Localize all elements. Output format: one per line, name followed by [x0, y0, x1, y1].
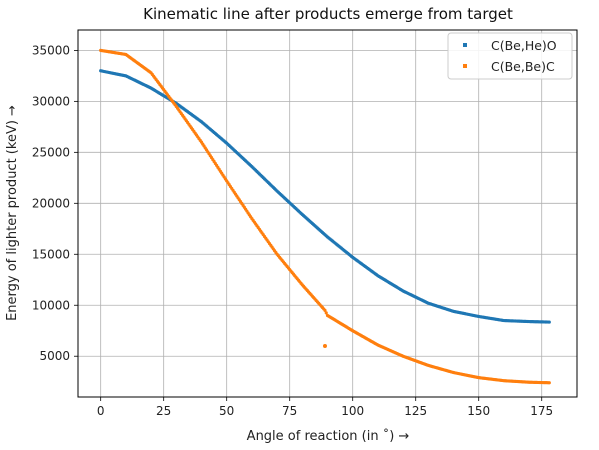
y-tick-label: 35000 [32, 43, 70, 57]
x-tick-label: 100 [341, 404, 364, 418]
legend: C(Be,He)O C(Be,Be)C [447, 32, 573, 80]
legend-marker-series-0 [463, 43, 467, 47]
series-0-points [99, 69, 551, 324]
y-tick-label: 5000 [39, 349, 70, 363]
y-tick-label: 30000 [32, 94, 70, 108]
data-series [99, 48, 551, 385]
data-point [324, 311, 328, 315]
legend-label-series-0: C(Be,He)O [491, 38, 557, 53]
data-point [323, 308, 327, 312]
data-point [547, 381, 551, 385]
chart-title: Kinematic line after products emerge fro… [143, 5, 513, 23]
y-tick-label: 15000 [32, 247, 70, 261]
y-tick-label: 25000 [32, 145, 70, 159]
x-tick-label: 150 [467, 404, 490, 418]
grid-lines [78, 30, 577, 397]
axis-ticks: 0 25 50 75 100 125 150 175 5000 10000 15000 20000 25… [32, 43, 553, 418]
series-1-points [99, 48, 551, 385]
x-tick-label: 0 [97, 404, 105, 418]
x-tick-label: 125 [404, 404, 427, 418]
x-tick-label: 50 [219, 404, 234, 418]
x-axis-label: Angle of reaction (in ˚) → [247, 428, 410, 444]
legend-label-series-1: C(Be,Be)C [491, 59, 555, 74]
x-tick-label: 75 [282, 404, 297, 418]
outlier-point [322, 344, 327, 349]
y-tick-label: 20000 [32, 196, 70, 210]
legend-marker-series-1 [463, 64, 467, 68]
x-tick-label: 25 [156, 404, 171, 418]
legend-box [447, 32, 573, 80]
x-tick-label: 175 [530, 404, 553, 418]
data-point [547, 320, 551, 324]
plot-frame [77, 29, 578, 398]
y-tick-label: 10000 [32, 298, 70, 312]
y-axis-label: Energy of lighter product (keV) → [5, 105, 20, 321]
